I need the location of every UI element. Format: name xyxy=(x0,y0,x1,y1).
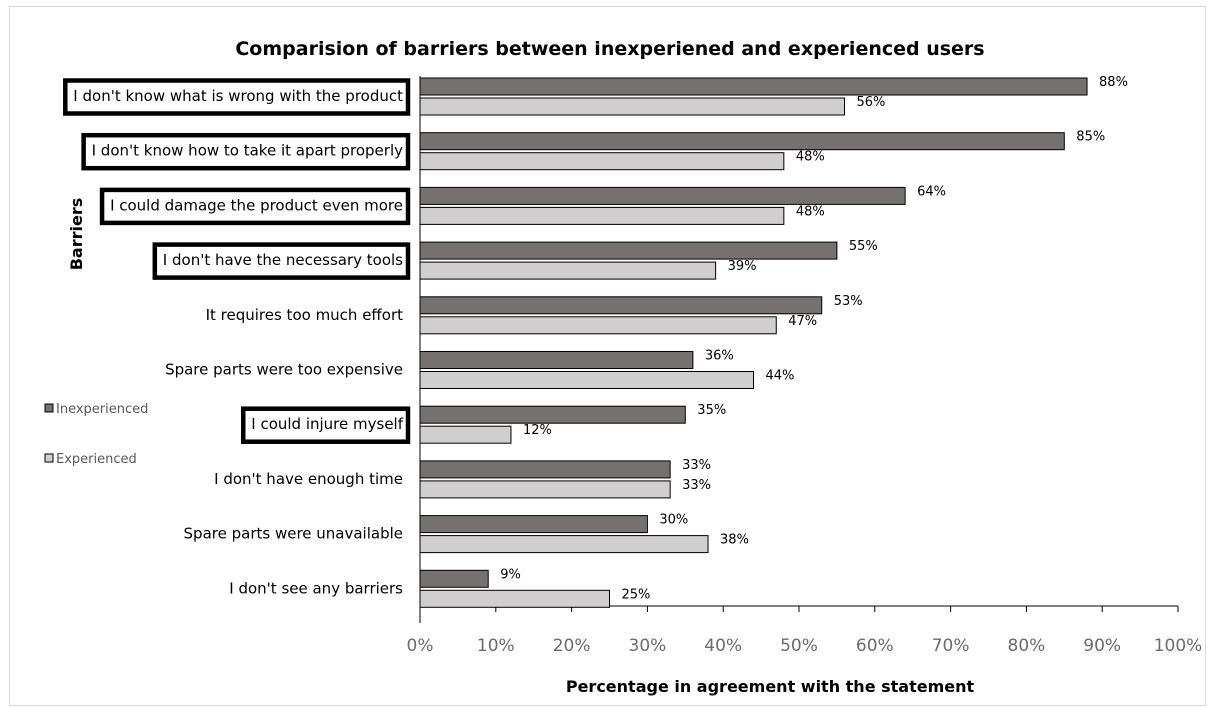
x-tick-label: 90% xyxy=(1083,636,1121,656)
value-label: 25% xyxy=(622,587,651,602)
category-highlight-box xyxy=(152,242,411,280)
category-label: I could damage the product even more xyxy=(110,196,403,214)
category-highlight-box xyxy=(63,78,411,116)
category-label: I could injure myself xyxy=(251,415,403,433)
bar-inexperienced xyxy=(419,241,838,260)
category-highlight-box xyxy=(81,132,411,171)
category-label: I don't know what is wrong with the prod… xyxy=(73,87,403,105)
x-tick-label: 30% xyxy=(629,636,667,656)
bar-experienced xyxy=(419,261,717,280)
value-label: 38% xyxy=(720,533,749,548)
bar-inexperienced xyxy=(419,132,1065,151)
x-tick-label: 80% xyxy=(1008,636,1046,656)
x-tick-label: 10% xyxy=(477,636,515,656)
category-highlight-box xyxy=(241,406,411,444)
x-tick-label: 70% xyxy=(932,636,970,656)
category-label: I don't see any barriers xyxy=(229,579,403,597)
value-label: 85% xyxy=(1076,130,1105,145)
value-label: 48% xyxy=(796,150,825,165)
category-label: I don't have the necessary tools xyxy=(163,251,403,269)
x-axis-title: Percentage in agreement with the stateme… xyxy=(566,677,975,696)
bar-experienced xyxy=(419,152,785,171)
chart-title: Comparision of barriers between inexperi… xyxy=(235,38,984,60)
bar-experienced xyxy=(419,535,709,554)
bar-inexperienced xyxy=(419,460,671,479)
bar-experienced xyxy=(419,371,755,389)
bar-inexperienced xyxy=(419,77,1088,96)
value-label: 12% xyxy=(523,423,552,438)
bar-experienced xyxy=(419,97,845,116)
value-label: 64% xyxy=(917,184,946,199)
value-label: 47% xyxy=(788,314,817,329)
category-highlight-box xyxy=(99,187,411,226)
bar-experienced xyxy=(419,480,671,499)
value-label: 35% xyxy=(697,403,726,418)
bar-inexperienced xyxy=(419,186,906,205)
value-label: 33% xyxy=(682,458,711,473)
value-label: 55% xyxy=(849,239,878,254)
category-label: Spare parts were too expensive xyxy=(165,361,403,379)
value-label: 30% xyxy=(659,513,688,528)
bar-inexperienced xyxy=(419,351,694,369)
value-label: 9% xyxy=(500,567,521,582)
value-label: 53% xyxy=(834,294,863,309)
bar-experienced xyxy=(419,589,610,608)
value-label: 44% xyxy=(766,369,795,384)
legend-label-experienced: Experienced xyxy=(56,452,137,467)
x-tick-label: 60% xyxy=(856,636,894,656)
legend-swatch-experienced xyxy=(44,453,54,463)
x-tick-label: 40% xyxy=(704,636,742,656)
bar-inexperienced xyxy=(419,569,489,588)
value-label: 88% xyxy=(1099,75,1128,90)
value-label: 39% xyxy=(728,259,757,274)
bar-inexperienced xyxy=(419,515,648,534)
bar-experienced xyxy=(419,206,785,225)
x-tick-label: 0% xyxy=(407,636,434,656)
legend-label-inexperienced: Inexperienced xyxy=(56,402,148,417)
legend: Inexperienced Experienced xyxy=(44,402,148,467)
value-label: 36% xyxy=(705,349,734,364)
value-label: 56% xyxy=(856,95,885,110)
category-label: Spare parts were unavailable xyxy=(184,525,403,543)
category-label: I don't have enough time xyxy=(214,470,403,488)
bar-experienced xyxy=(419,316,777,335)
value-label: 48% xyxy=(796,204,825,219)
category-label: I don't know how to take it apart proper… xyxy=(92,142,404,160)
category-label: It requires too much effort xyxy=(206,306,404,324)
legend-swatch-inexperienced xyxy=(44,403,54,413)
x-tick-label: 20% xyxy=(553,636,591,656)
bar-experienced xyxy=(419,425,512,444)
bar-inexperienced xyxy=(419,405,686,424)
bar-inexperienced xyxy=(419,296,823,315)
x-tick-label: 100% xyxy=(1154,636,1203,656)
y-axis-title: Barriers xyxy=(67,198,86,271)
x-tick-label: 50% xyxy=(780,636,818,656)
value-label: 33% xyxy=(682,478,711,493)
chart-frame xyxy=(9,6,1206,706)
plot-area: 0% 10% 20% 30% 40% 50% 60% 70% 80% 90% 100% 88% 56% I… xyxy=(63,75,1203,656)
